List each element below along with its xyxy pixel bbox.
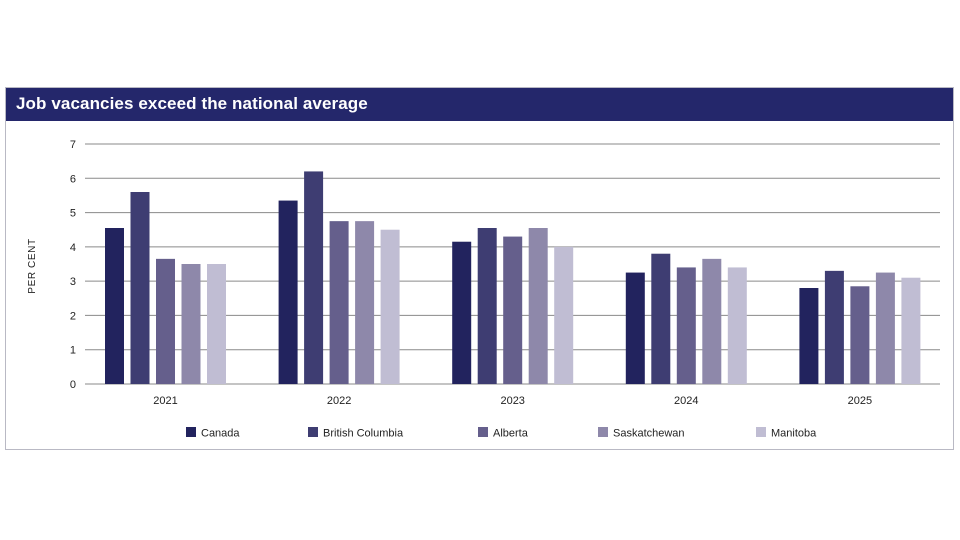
y-tick-label: 4: [70, 242, 76, 254]
bar-manitoba-2024: [727, 267, 747, 384]
bar-alberta-2023: [503, 236, 523, 384]
x-axis-categories: 2021 2022 2023 2024 2025: [153, 395, 872, 407]
bar-manitoba-2021: [207, 264, 226, 384]
x-category-label: 2021: [153, 395, 177, 407]
bar-manitoba-2025: [901, 277, 921, 384]
bar-canada-2025: [799, 288, 819, 384]
x-category-label: 2025: [848, 395, 872, 407]
x-category-label: 2024: [674, 395, 698, 407]
bar-alberta-2021: [156, 258, 175, 384]
legend-swatch: [308, 427, 318, 437]
bar-alberta-2024: [676, 267, 696, 384]
bar-alberta-2025: [850, 286, 870, 384]
y-tick-label: 5: [70, 208, 76, 220]
y-tick-label: 7: [70, 139, 76, 151]
bar-canada-2024: [625, 272, 645, 384]
bar-saskatchewan-2022: [355, 221, 375, 384]
y-tick-label: 0: [70, 379, 76, 391]
bar-manitoba-2022: [380, 229, 400, 384]
bar-saskatchewan-2021: [181, 264, 201, 384]
bar-canada-2022: [278, 200, 298, 384]
legend-swatch: [478, 427, 488, 437]
bar-manitoba-2023: [554, 246, 574, 384]
y-tick-label: 1: [70, 345, 76, 357]
legend-label: Alberta: [493, 428, 529, 440]
x-category-label: 2022: [327, 395, 351, 407]
bar-british-columbia-2024: [651, 253, 671, 384]
bar-saskatchewan-2023: [528, 228, 548, 384]
legend-swatch: [598, 427, 608, 437]
legend-swatch: [756, 427, 766, 437]
title-bar: Job vacancies exceed the national averag…: [6, 88, 953, 121]
bar-alberta-2022: [329, 221, 349, 384]
bar-british-columbia-2021: [130, 192, 150, 384]
y-tick-label: 6: [70, 173, 76, 185]
bar-british-columbia-2023: [477, 228, 497, 384]
legend-swatch: [186, 427, 196, 437]
y-tick-label: 2: [70, 310, 76, 322]
legend-label: British Columbia: [323, 428, 404, 440]
bar-saskatchewan-2024: [702, 258, 722, 384]
legend: Canada British Columbia Alberta Saskatchewa…: [186, 427, 817, 440]
bar-canada-2021: [105, 228, 124, 384]
bars: [105, 171, 921, 384]
legend-label: Canada: [201, 428, 240, 440]
bar-saskatchewan-2025: [875, 272, 895, 384]
legend-label: Manitoba: [771, 428, 817, 440]
bar-british-columbia-2022: [304, 171, 324, 384]
bar-canada-2023: [452, 241, 472, 384]
y-axis-ticks: 0 1 2 3 4 5 6 7: [70, 139, 76, 391]
chart-title: Job vacancies exceed the national averag…: [16, 94, 368, 113]
bar-british-columbia-2025: [824, 270, 844, 384]
legend-label: Saskatchewan: [613, 428, 685, 440]
y-tick-label: 3: [70, 276, 76, 288]
x-category-label: 2023: [500, 395, 524, 407]
y-axis-label: PER CENT: [27, 238, 38, 293]
